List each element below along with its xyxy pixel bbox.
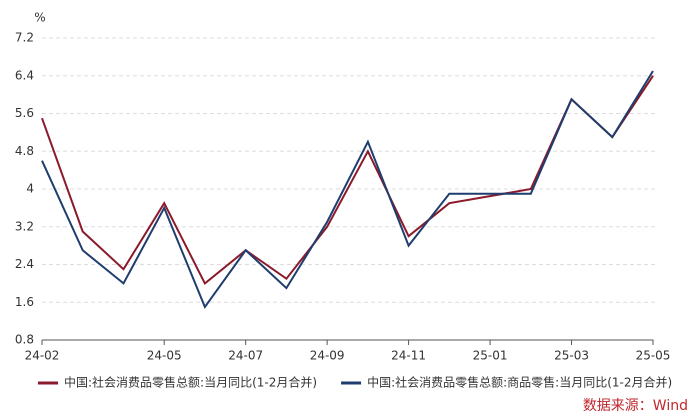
y-tick-label: 4 [26, 182, 34, 196]
series-line [41, 70, 654, 310]
y-tick-label: 2.4 [15, 257, 34, 271]
y-tick-label: 5.6 [15, 106, 34, 120]
x-tick-label: 24-11 [391, 349, 426, 363]
y-tick-label: 3.2 [15, 219, 34, 233]
y-tick-label: 6.4 [15, 68, 34, 82]
y-tick-label: 4.8 [15, 144, 34, 158]
x-tick-label: 25-01 [473, 349, 508, 363]
legend-label: 中国:社会消费品零售总额:当月同比(1-2月合并) [64, 375, 317, 390]
y-tick-label: 0.8 [15, 333, 34, 347]
y-tick-label: 7.2 [15, 31, 34, 45]
x-tick-label: 24-09 [310, 349, 345, 363]
legend-label: 中国:社会消费品零售总额:商品零售:当月同比(1-2月合并) [367, 375, 672, 390]
x-tick-label: 24-02 [25, 349, 60, 363]
y-tick-label: 1.6 [15, 295, 34, 309]
x-tick-label: 24-07 [228, 349, 263, 363]
x-tick-label: 25-05 [636, 349, 671, 363]
x-tick-label: 25-03 [554, 349, 589, 363]
series-line [41, 75, 654, 285]
x-tick-label: 24-05 [147, 349, 182, 363]
y-unit: % [34, 11, 45, 25]
source: 数据来源：Wind [583, 398, 688, 414]
